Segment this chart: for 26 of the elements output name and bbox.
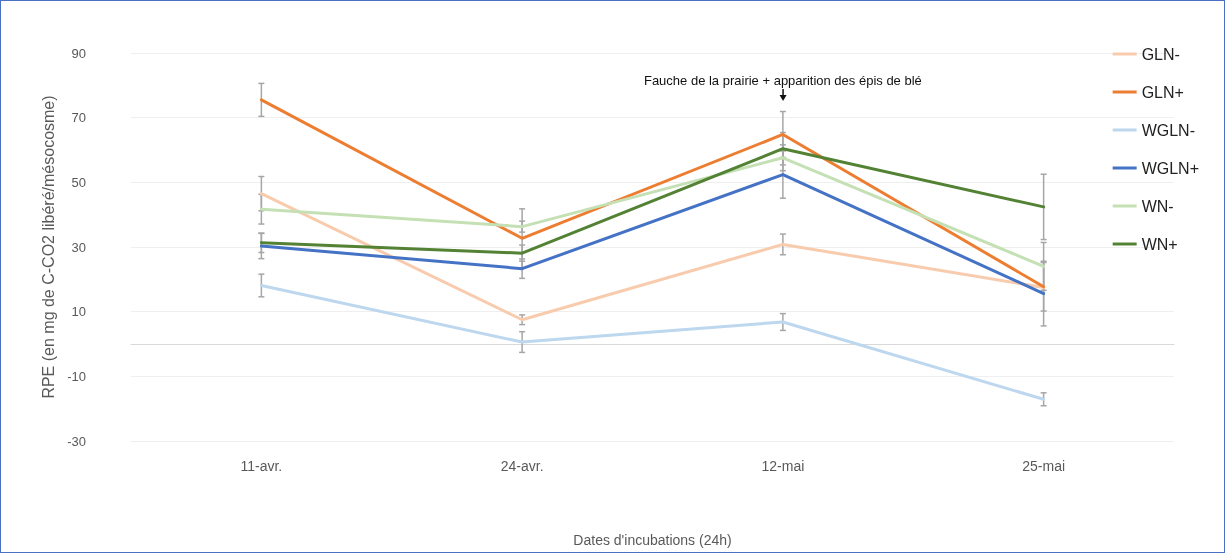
line-series: [259, 156, 1046, 268]
legend-label: GLN+: [1141, 83, 1184, 101]
x-tick-label: 25-mai: [1022, 458, 1066, 474]
line-series: [259, 173, 1046, 296]
x-tick-label: 12-mai: [761, 458, 805, 474]
x-tick-label: 11-avr.: [240, 458, 283, 474]
y-tick-label: 90: [71, 45, 86, 61]
x-axis-title: Dates d'incubations (24h): [573, 532, 732, 548]
line-series: [259, 98, 1046, 289]
annotation: Fauche de la prairie + apparition des épis de blé: [643, 73, 922, 88]
y-axis-title: RPE (en mg de C-CO2 libéré/mésocosme): [39, 95, 57, 399]
legend-label: WGLN-: [1141, 121, 1195, 139]
legend-label: WN-: [1141, 197, 1174, 215]
y-tick-label: 50: [71, 174, 86, 190]
line-series: [259, 147, 1046, 255]
line-series: [259, 283, 1046, 401]
y-tick-label: -30: [67, 433, 86, 449]
y-tick-label: -10: [67, 368, 86, 384]
x-tick-label: 24-avr.: [500, 458, 544, 474]
y-tick-label: 30: [71, 239, 86, 255]
y-tick-label: 10: [71, 304, 86, 320]
legend-label: GLN-: [1141, 45, 1180, 63]
legend-label: WGLN+: [1141, 159, 1199, 177]
line-series: [259, 192, 1046, 322]
y-tick-label: 70: [71, 110, 86, 126]
legend-label: WN+: [1141, 235, 1178, 253]
